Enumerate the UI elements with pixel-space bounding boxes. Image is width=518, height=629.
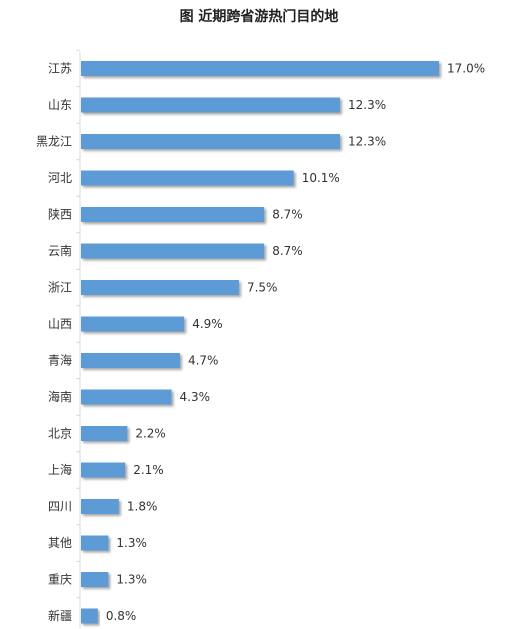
bar: [81, 499, 119, 514]
category-label: 河北: [48, 171, 72, 185]
bar: [81, 572, 109, 587]
category-label: 北京: [48, 427, 72, 441]
data-label: 4.9%: [192, 317, 223, 331]
data-label: 0.8%: [106, 609, 137, 623]
category-label: 新疆: [48, 608, 72, 623]
bar: [81, 462, 126, 478]
category-label: 江苏: [48, 62, 72, 76]
category-label: 青海: [48, 353, 72, 368]
bar: [81, 97, 341, 113]
category-label: 上海: [48, 462, 72, 477]
category-label: 其他: [48, 536, 72, 550]
bar: [81, 170, 294, 186]
bar: [81, 353, 180, 368]
data-label: 2.1%: [133, 463, 164, 477]
category-label: 海南: [48, 389, 72, 404]
data-label: 1.3%: [116, 573, 146, 587]
category-label: 陕西: [48, 207, 72, 222]
data-label: 8.7%: [272, 208, 303, 222]
category-label: 山东: [48, 98, 72, 112]
category-label: 云南: [48, 243, 72, 258]
data-label: 8.7%: [272, 244, 303, 258]
data-label: 1.8%: [127, 500, 158, 514]
bar: [81, 207, 265, 222]
bar: [81, 316, 185, 332]
data-label: 4.7%: [188, 354, 219, 368]
category-label: 四川: [48, 500, 72, 514]
data-label: 7.5%: [247, 281, 277, 295]
chart-title: 图 近期跨省游热门目的地: [179, 9, 339, 25]
bar: [81, 134, 341, 149]
category-label: 山西: [48, 317, 72, 331]
data-label: 4.3%: [180, 390, 211, 404]
data-label: 1.3%: [116, 536, 146, 550]
bar: [81, 389, 172, 405]
data-label: 10.1%: [302, 171, 340, 185]
bar: [81, 280, 239, 295]
data-label: 12.3%: [348, 135, 386, 149]
bar: [81, 243, 265, 259]
category-label: 黑龙江: [36, 135, 72, 149]
bar: [81, 535, 109, 551]
category-label: 浙江: [48, 281, 72, 295]
bar: [81, 608, 98, 624]
data-label: 17.0%: [447, 62, 485, 76]
bar: [81, 61, 439, 76]
category-label: 重庆: [48, 573, 72, 587]
data-label: 2.2%: [135, 427, 166, 441]
bar: [81, 426, 128, 441]
data-label: 12.3%: [348, 98, 386, 112]
